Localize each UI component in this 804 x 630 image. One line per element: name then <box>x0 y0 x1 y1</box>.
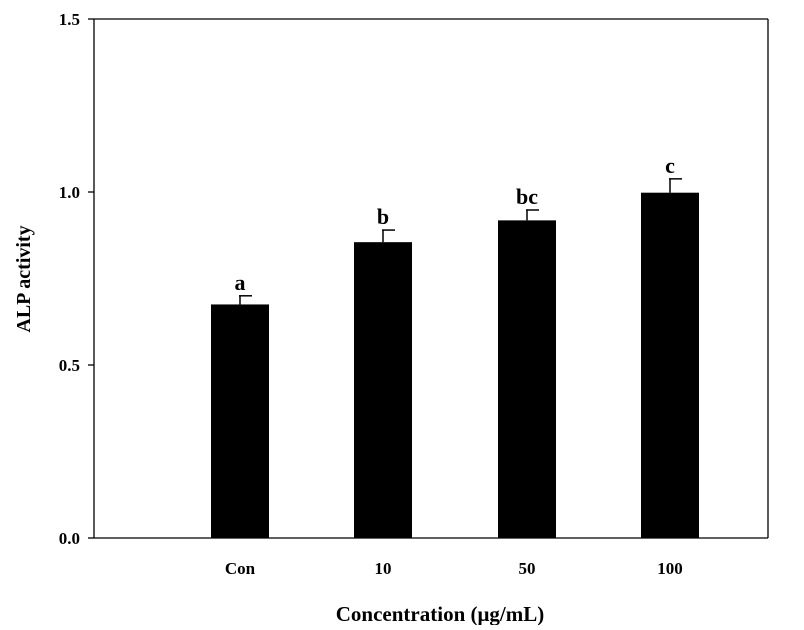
bar <box>498 220 556 538</box>
y-tick-label: 1.5 <box>59 10 80 29</box>
y-tick-label: 1.0 <box>59 183 80 202</box>
bars <box>211 178 699 539</box>
axes: 0.0 0.5 1.0 1.5 <box>59 10 769 548</box>
significance-label: a <box>235 270 246 295</box>
significance-label: c <box>665 153 675 178</box>
x-tick-label: 10 <box>375 559 392 578</box>
x-tick-label: 50 <box>519 559 536 578</box>
x-axis-label: Concentration (μg/mL) <box>336 602 544 625</box>
bar <box>354 242 412 539</box>
significance-label: b <box>377 204 389 229</box>
y-tick-label: 0.0 <box>59 529 80 548</box>
bar <box>641 192 699 538</box>
y-axis-label: ALP activity <box>13 225 35 332</box>
x-tick-label: 100 <box>657 559 683 578</box>
significance-label: bc <box>516 184 538 209</box>
x-tick-label: Con <box>225 559 256 578</box>
labels: ALP activity Concentration (μg/mL) a Con b… <box>13 153 683 626</box>
y-tick-label: 0.5 <box>59 356 80 375</box>
bar <box>211 304 269 538</box>
